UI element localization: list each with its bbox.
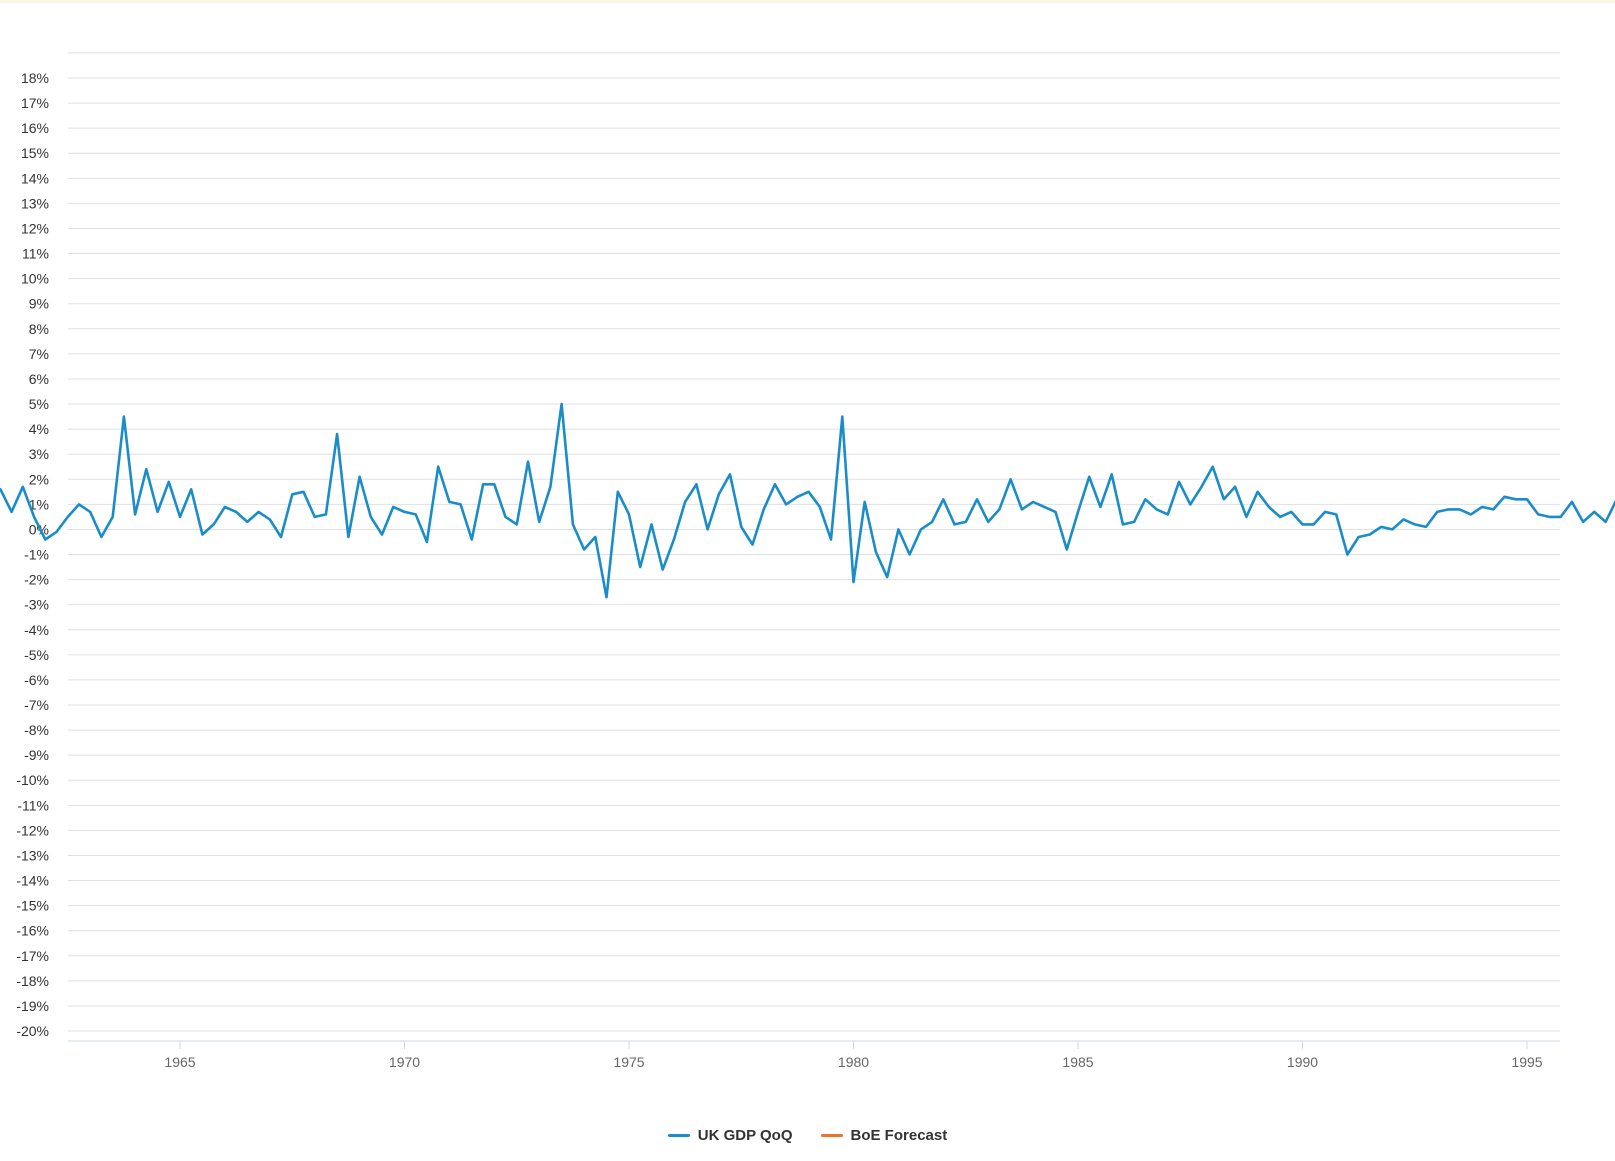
y-tick-label: -17% bbox=[16, 948, 49, 964]
legend-item-boe-forecast[interactable]: BoE Forecast bbox=[820, 1126, 948, 1144]
y-tick-label: 14% bbox=[21, 170, 49, 186]
y-tick-label: 16% bbox=[21, 120, 49, 136]
legend-swatch-uk-gdp bbox=[667, 1133, 690, 1137]
y-tick-label: 13% bbox=[21, 195, 49, 211]
top-strip bbox=[0, 0, 1615, 3]
y-tick-label: -2% bbox=[24, 572, 49, 588]
legend-item-uk-gdp[interactable]: UK GDP QoQ bbox=[667, 1126, 793, 1144]
y-tick-label: -5% bbox=[24, 647, 49, 663]
y-tick-label: 5% bbox=[29, 396, 49, 412]
y-tick-label: 17% bbox=[21, 95, 49, 111]
y-tick-label: 15% bbox=[21, 145, 49, 161]
y-tick-label: 3% bbox=[29, 446, 49, 462]
y-tick-label: -13% bbox=[16, 847, 49, 863]
y-tick-label: -3% bbox=[24, 597, 49, 613]
y-tick-label: 6% bbox=[29, 371, 49, 387]
y-tick-label: 7% bbox=[29, 346, 49, 362]
y-tick-label: 2% bbox=[29, 471, 49, 487]
y-tick-label: -12% bbox=[16, 822, 49, 838]
y-tick-label: -14% bbox=[16, 873, 49, 889]
y-tick-label: -9% bbox=[24, 747, 49, 763]
legend-swatch-boe-forecast bbox=[820, 1133, 843, 1137]
x-tick-label: 1995 bbox=[1511, 1054, 1542, 1070]
y-tick-label: -1% bbox=[24, 547, 49, 563]
y-tick-label: -10% bbox=[16, 772, 49, 788]
y-tick-label: -4% bbox=[24, 622, 49, 638]
x-axis: 1965197019751980198519901995200020052010… bbox=[68, 1040, 1560, 1070]
x-tick-label: 1965 bbox=[164, 1054, 195, 1070]
legend-label-uk-gdp: UK GDP QoQ bbox=[697, 1126, 793, 1144]
y-tick-label: 1% bbox=[29, 496, 49, 512]
y-tick-label: -16% bbox=[16, 923, 49, 939]
y-axis: 18% 17% 16% 15% 14% 13% 12% 11% 10% 9% 8% 7% 6% 5% 4% 3… bbox=[16, 70, 49, 1039]
y-tick-label: 12% bbox=[21, 220, 49, 236]
y-tick-label: -19% bbox=[16, 998, 49, 1014]
y-tick-label: -20% bbox=[16, 1023, 49, 1039]
y-tick-label: 4% bbox=[29, 421, 49, 437]
y-tick-label: 18% bbox=[21, 70, 49, 86]
x-tick-label: 1985 bbox=[1062, 1054, 1093, 1070]
x-tick-label: 1975 bbox=[613, 1054, 644, 1070]
y-tick-label: 11% bbox=[22, 246, 49, 262]
legend-label-boe-forecast: BoE Forecast bbox=[850, 1126, 948, 1144]
x-tick-label: 1980 bbox=[838, 1054, 869, 1070]
series-line-uk-gdp-qoq[interactable] bbox=[0, 86, 1615, 1017]
grid-lines bbox=[68, 52, 1560, 1032]
y-tick-label: 10% bbox=[21, 271, 49, 287]
x-tick-label: 1990 bbox=[1287, 1054, 1318, 1070]
y-tick-label: -6% bbox=[24, 672, 49, 688]
x-tick-label: 1970 bbox=[389, 1054, 420, 1070]
y-tick-label: -11% bbox=[17, 797, 49, 813]
legend: UK GDP QoQ BoE Forecast bbox=[0, 1120, 1615, 1150]
y-tick-label: -8% bbox=[24, 722, 49, 738]
series-lines bbox=[0, 86, 1615, 1017]
y-tick-label: -15% bbox=[16, 898, 49, 914]
y-tick-label: 9% bbox=[29, 296, 49, 312]
y-tick-label: -18% bbox=[16, 973, 49, 989]
y-tick-label: 8% bbox=[29, 321, 49, 337]
y-tick-label: -7% bbox=[24, 697, 49, 713]
